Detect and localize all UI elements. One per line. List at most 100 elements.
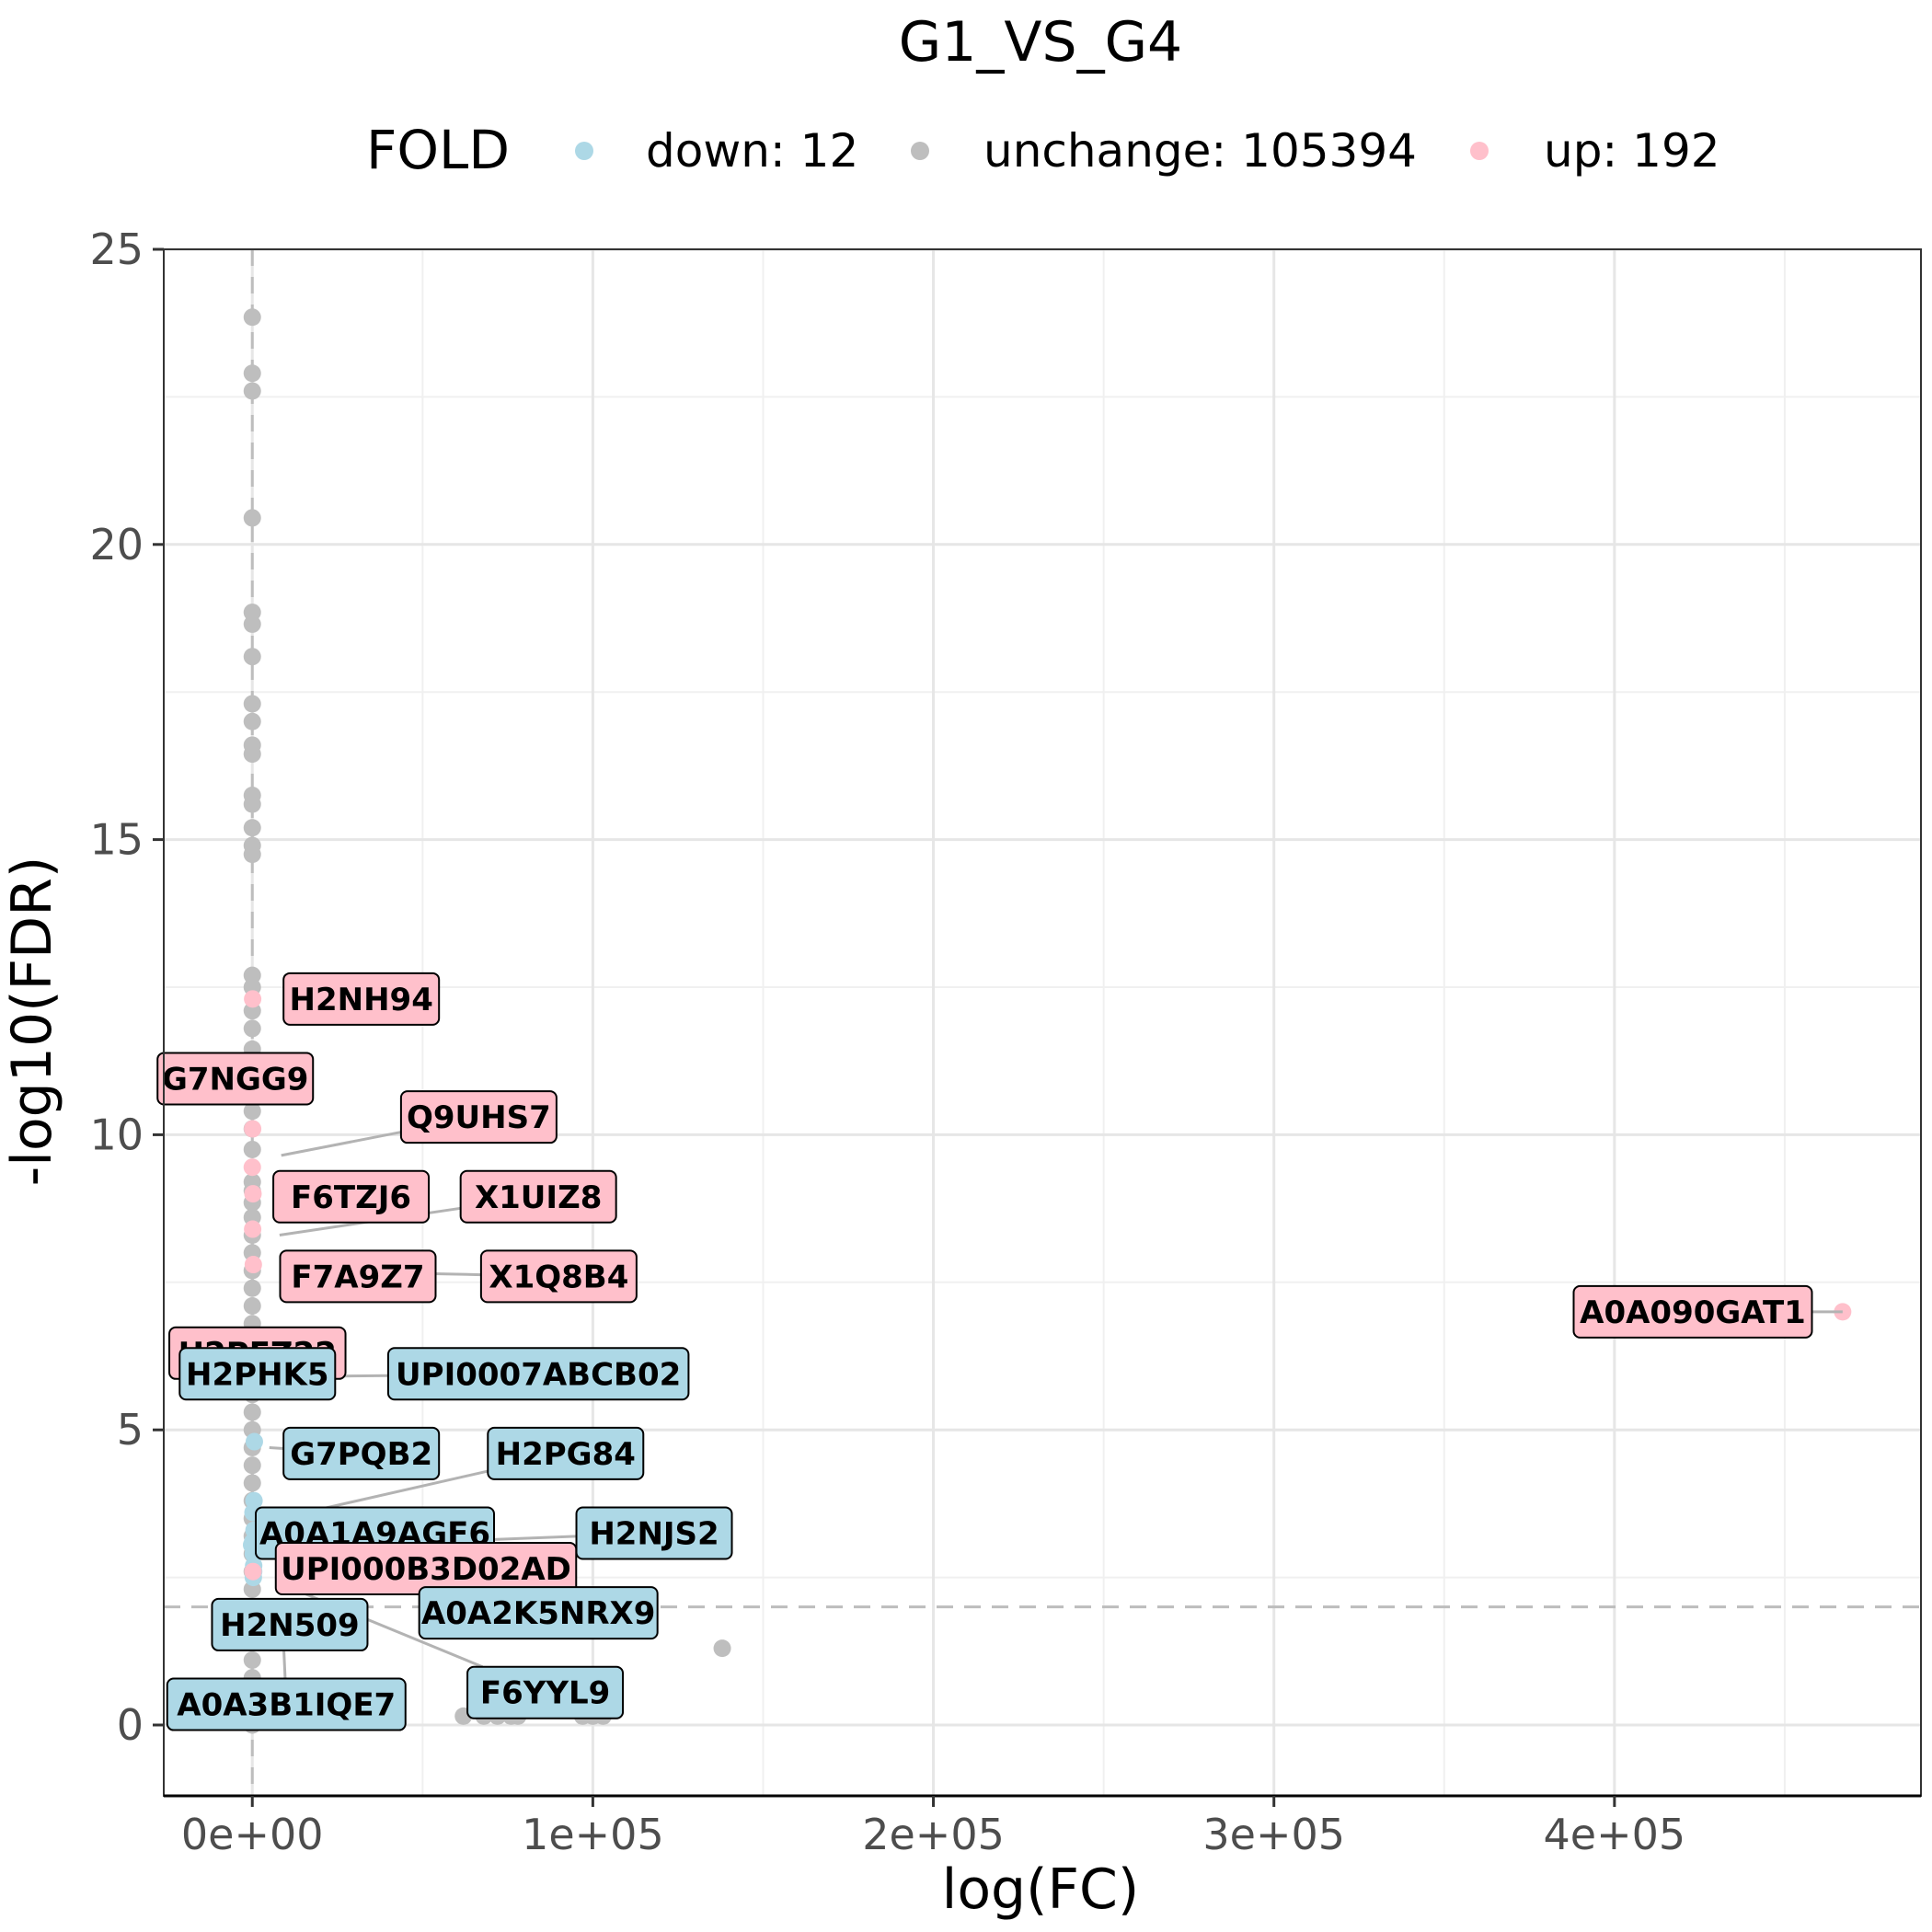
x-tick-label: 1e+05: [522, 1810, 664, 1859]
data-point-up: [243, 1158, 261, 1177]
gene-label-text: X1UIZ8: [475, 1179, 602, 1216]
y-axis: 0 5 10 15 20 25: [89, 224, 164, 1750]
gene-label-box: [272, 1169, 431, 1224]
data-point-unchange: [243, 382, 261, 400]
gene-label: H2PG84: [487, 1426, 645, 1480]
gene-label-box: [386, 1347, 690, 1401]
x-tick-label: 2e+05: [862, 1810, 1005, 1859]
data-point-unchange: [243, 308, 261, 327]
data-point-up: [244, 1256, 262, 1274]
gene-label: F6TZJ6: [272, 1169, 431, 1224]
label-connector: [281, 1131, 402, 1157]
data-point-unchange: [243, 1140, 261, 1158]
data-point-unchange: [243, 1456, 261, 1475]
gene-label: G7PQB2: [282, 1426, 441, 1480]
x-axis: 0e+00 1e+05 2e+05 3e+05 4e+05: [164, 1794, 1921, 1859]
gene-label-text: A0A090GAT1: [1580, 1294, 1806, 1331]
plot-panel: H2NH94 G7NGG9 Q9UHS7 F6TZJ6 X1UIZ8 F7A9Z7 X1Q8…: [89, 224, 1922, 1859]
data-point-unchange: [243, 1474, 261, 1492]
gene-label: UPI0007ABCB02: [386, 1347, 690, 1401]
gene-label-text: A0A2K5NRX9: [421, 1595, 655, 1632]
data-point-down: [245, 1491, 263, 1510]
gene-label-box: [282, 972, 441, 1026]
gene-label-text: UPI0007ABCB02: [396, 1356, 681, 1393]
gene-label: X1UIZ8: [459, 1169, 617, 1224]
legend-label-up: up: 192: [1544, 124, 1720, 178]
data-point-unchange: [243, 509, 261, 527]
gene-label: H2NH94: [282, 972, 441, 1026]
label-connector: [269, 1445, 284, 1450]
legend-label-down: down: 12: [646, 124, 858, 178]
y-tick-label: 10: [89, 1110, 144, 1159]
gene-label-text: X1Q8B4: [489, 1259, 628, 1295]
data-point-up: [244, 1120, 262, 1138]
gene-label: F6YYL9: [466, 1665, 625, 1719]
gene-label-box: [279, 1249, 437, 1304]
gene-label: A0A2K5NRX9: [418, 1586, 659, 1640]
gene-label-box: [1572, 1284, 1813, 1339]
chart-title: G1_VS_G4: [899, 10, 1182, 75]
gene-label: A0A090GAT1: [1572, 1284, 1813, 1339]
gene-label: UPI000B3D02AD: [274, 1541, 578, 1595]
gene-label-text: F6TZJ6: [291, 1179, 411, 1216]
data-point-up: [244, 1185, 262, 1203]
gene-label-box: [479, 1249, 638, 1304]
data-point-unchange: [243, 845, 261, 864]
y-axis-title: -log10(FDR): [0, 857, 64, 1187]
data-point-unchange: [243, 1019, 261, 1038]
gene-label-text: F6YYL9: [480, 1675, 610, 1712]
gene-label-text: H2NH94: [290, 982, 433, 1018]
label-connector: [279, 1581, 484, 1669]
data-point-unchange: [243, 1650, 261, 1669]
gene-label: X1Q8B4: [479, 1249, 638, 1304]
gene-label-text: G7NGG9: [162, 1061, 309, 1098]
legend-title: FOLD: [366, 119, 510, 181]
gene-label: H2PHK5: [178, 1347, 337, 1401]
gene-label: A0A3B1IQE7: [166, 1677, 407, 1731]
data-point-unchange: [243, 364, 261, 383]
gene-label-text: F7A9Z7: [291, 1259, 424, 1295]
y-tick-label: 0: [117, 1700, 144, 1750]
legend-key-unchange: [911, 142, 929, 160]
data-point-unchange: [243, 819, 261, 837]
data-point-unchange: [243, 795, 261, 813]
gene-label-box: [178, 1347, 337, 1401]
data-point-unchange: [243, 695, 261, 713]
gene-label: Q9UHS7: [399, 1090, 558, 1144]
gene-label-text: H2PG84: [496, 1436, 636, 1473]
legend: FOLD down: 12 unchange: 105394 up: 192: [366, 119, 1720, 181]
x-tick-label: 3e+05: [1202, 1810, 1345, 1859]
gene-label-box: [459, 1169, 617, 1224]
legend-key-up: [1470, 142, 1489, 160]
gene-label-text: G7PQB2: [290, 1436, 432, 1473]
gene-label-box: [282, 1426, 441, 1480]
gene-label-text: A0A3B1IQE7: [177, 1687, 396, 1724]
gene-label-box: [211, 1597, 369, 1651]
y-tick-label: 20: [89, 520, 144, 569]
gene-label-text: H2N509: [220, 1607, 360, 1644]
gene-label-box: [466, 1665, 625, 1719]
data-point-unchange: [243, 1102, 261, 1121]
legend-key-down: [575, 142, 593, 160]
gene-label-box: [166, 1677, 407, 1731]
gene-labels: H2NH94 G7NGG9 Q9UHS7 F6TZJ6 X1UIZ8 F7A9Z7 X1Q8…: [156, 972, 1843, 1731]
data-point-unchange: [243, 1279, 261, 1297]
gene-label-text: H2PHK5: [186, 1356, 329, 1393]
data-point-down: [245, 1432, 263, 1451]
gene-label-box: [399, 1090, 558, 1144]
data-point-unchange: [243, 1403, 261, 1421]
gene-label: G7NGG9: [156, 1052, 315, 1106]
data-point-up: [244, 1220, 262, 1238]
gene-label: F7A9Z7: [279, 1249, 437, 1304]
gene-label-box: [418, 1586, 659, 1640]
gene-label-box: [156, 1052, 315, 1106]
gene-label-text: Q9UHS7: [407, 1099, 551, 1136]
y-tick-label: 5: [117, 1405, 144, 1455]
legend-label-unchange: unchange: 105394: [983, 124, 1417, 178]
gene-label-text: UPI000B3D02AD: [281, 1551, 571, 1588]
data-point-unchange: [243, 615, 261, 633]
gene-label-box: [575, 1506, 733, 1560]
data-point-up: [244, 1562, 262, 1581]
data-point-unchange: [243, 712, 261, 730]
